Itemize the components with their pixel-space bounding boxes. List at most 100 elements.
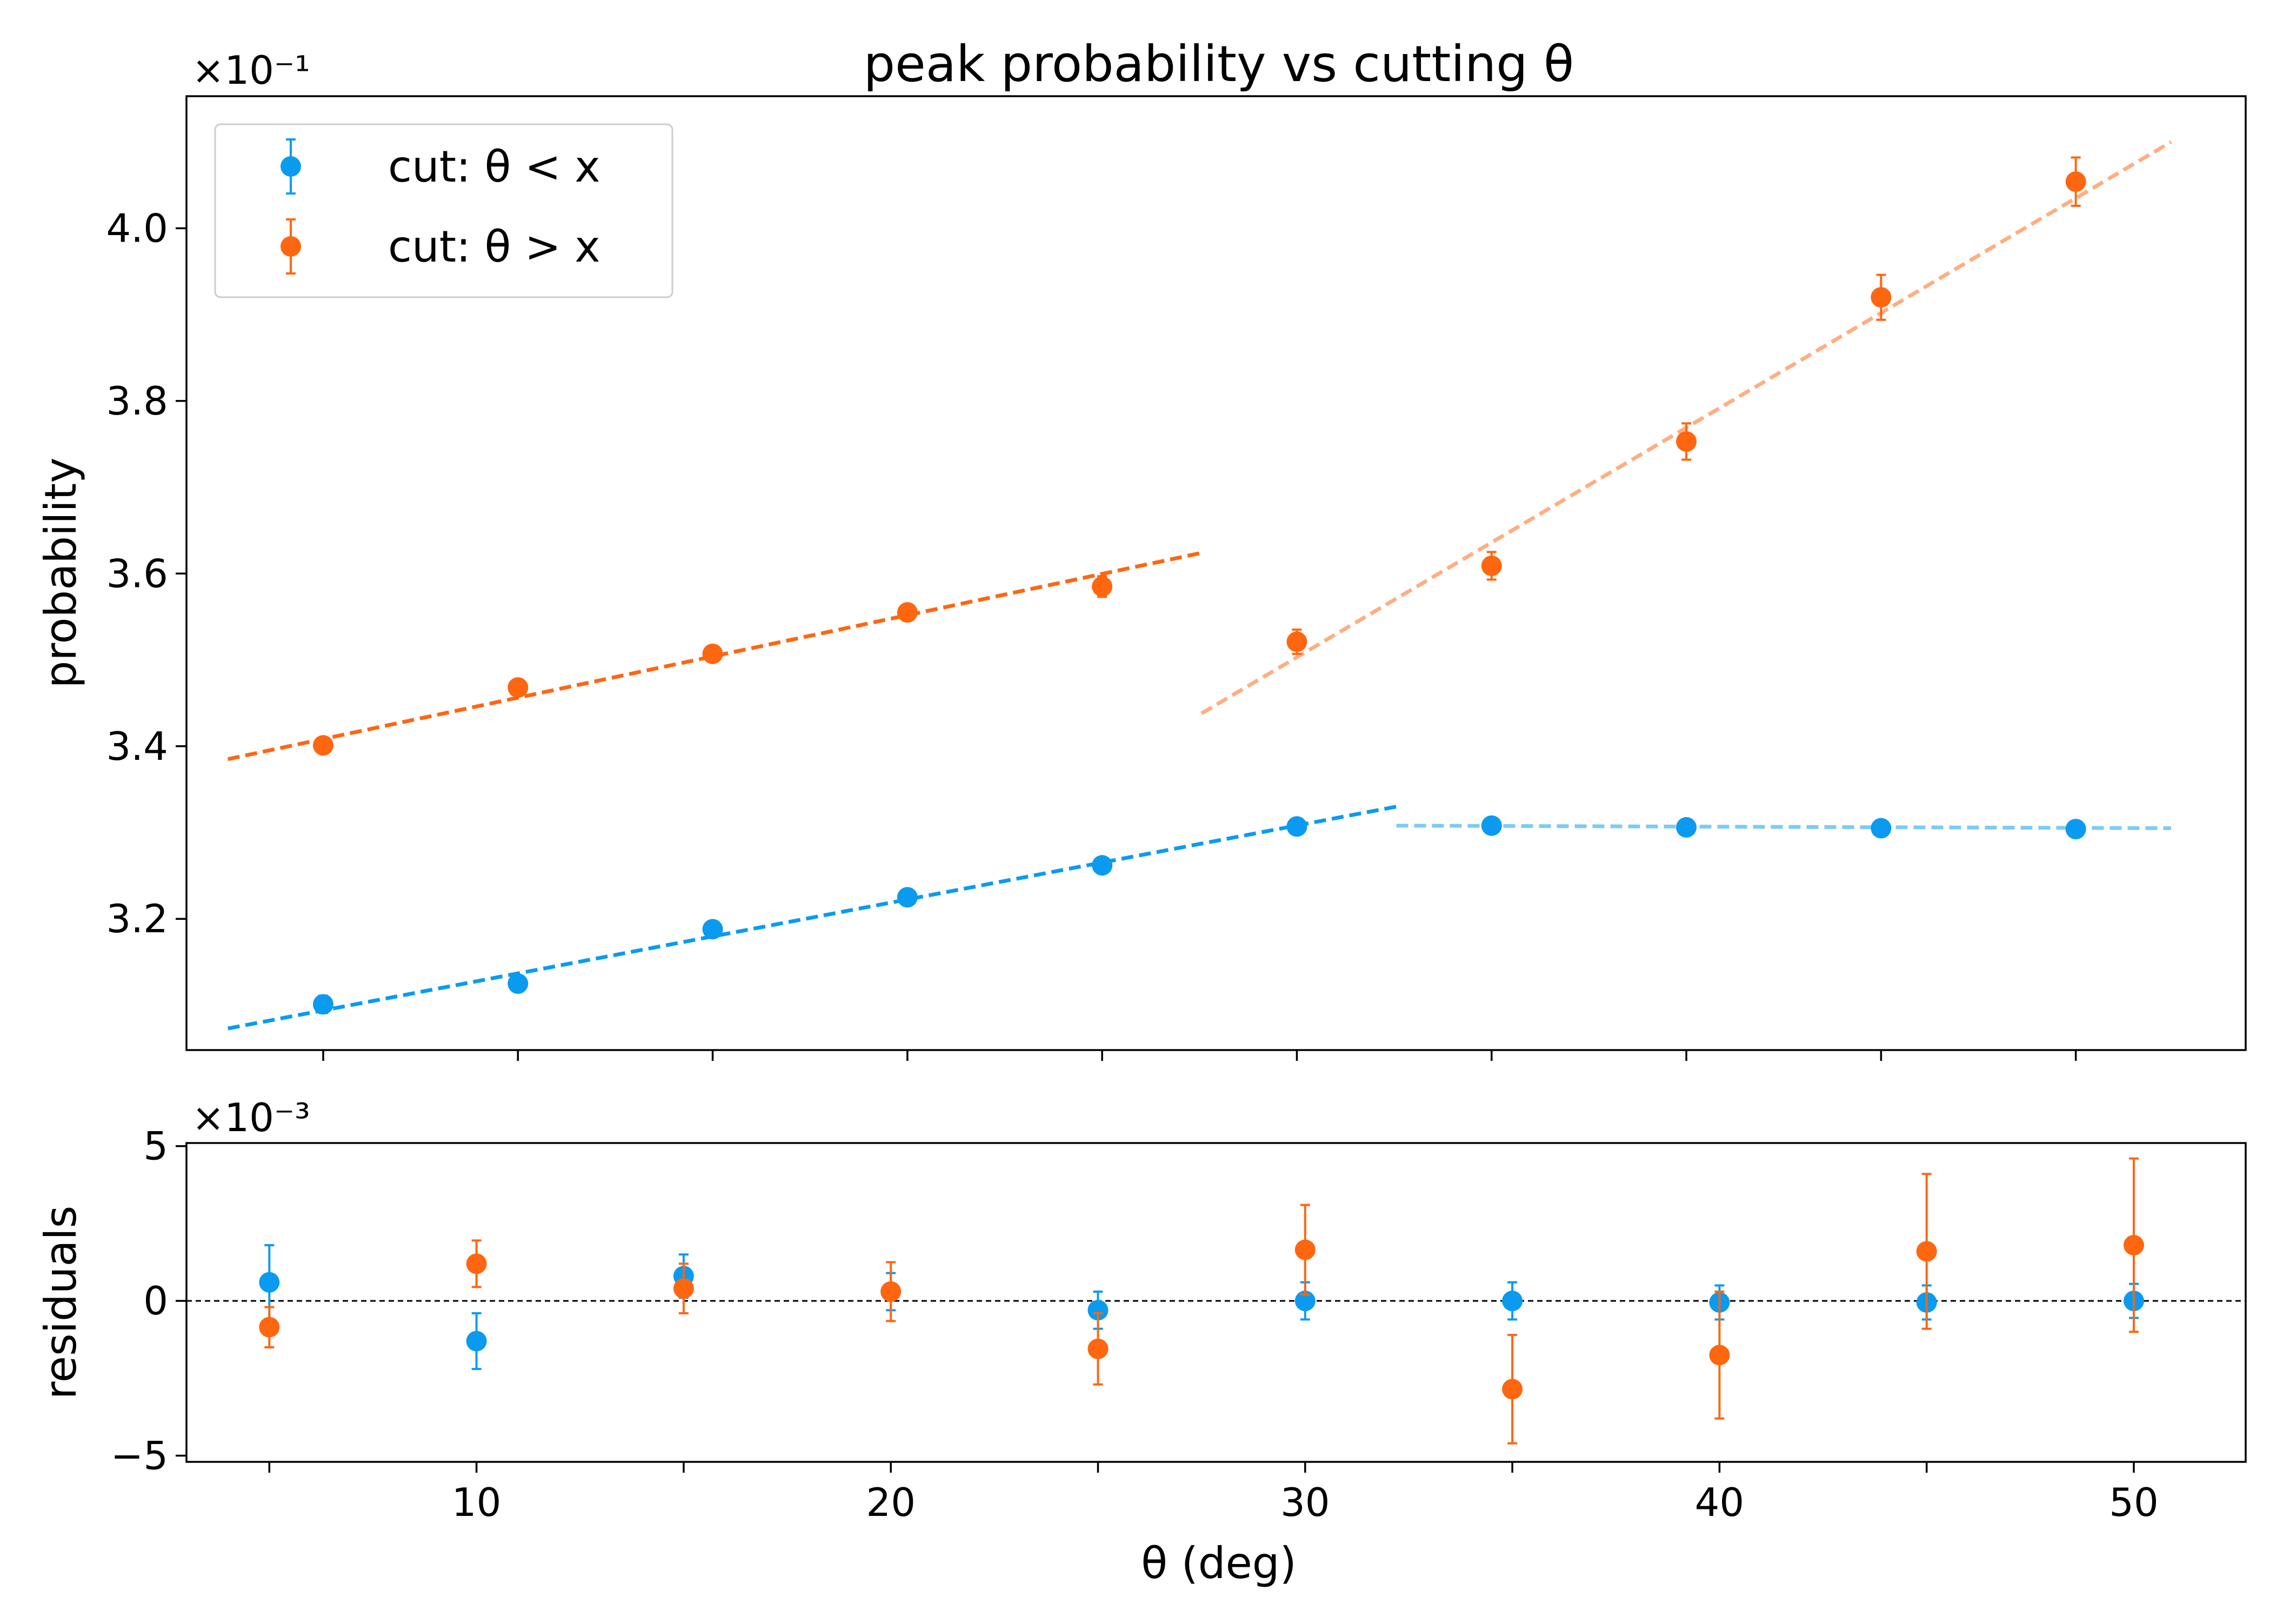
bottom-x-tick-label: 30	[1280, 1480, 1330, 1525]
bottom-y-tick-label: 0	[143, 1278, 168, 1324]
top-above-point	[1092, 575, 1113, 598]
top-below-marker	[1481, 815, 1502, 836]
top-below-point	[508, 973, 529, 994]
top-y-tick-label: 3.8	[106, 378, 168, 424]
bottom-x-ticks: 10 20 30 40 50	[268, 1462, 2159, 1525]
fit-line	[228, 805, 1397, 1031]
top-below-point	[1871, 818, 1892, 839]
bottom-x-tick-label: 50	[2109, 1480, 2159, 1525]
bottom-below-marker	[1087, 1300, 1109, 1321]
top-above-point	[2065, 156, 2086, 207]
top-y-tick-label: 3.2	[106, 896, 168, 941]
bottom-above-point	[259, 1306, 280, 1349]
top-below-point	[1481, 815, 1502, 836]
bottom-below-marker	[466, 1331, 487, 1352]
bottom-above-point	[2124, 1157, 2145, 1333]
top-y-multiplier: ×10⁻¹	[192, 48, 310, 93]
top-below-point	[1676, 817, 1697, 838]
legend-marker	[281, 236, 301, 257]
bottom-above-marker	[466, 1253, 487, 1274]
bottom-above-marker	[1502, 1379, 1523, 1400]
bottom-above-point	[1087, 1312, 1109, 1386]
bottom-x-tick-label: 40	[1695, 1480, 1745, 1525]
top-data-points	[312, 156, 2086, 1015]
top-above-marker	[1676, 431, 1697, 452]
chart-title: peak probability vs cutting θ	[864, 35, 1574, 93]
bottom-above-point	[673, 1262, 694, 1315]
bottom-above-marker	[1087, 1338, 1109, 1359]
top-below-marker	[312, 994, 333, 1015]
bottom-x-tick-label: 20	[866, 1480, 916, 1525]
top-below-marker	[897, 887, 918, 908]
legend-box	[214, 123, 673, 298]
top-y-ticks: 3.2 3.4 3.6 3.8 4.0	[106, 205, 186, 941]
x-axis-label: θ (deg)	[1141, 1538, 1297, 1588]
bottom-above-point	[1916, 1173, 1937, 1330]
top-below-marker	[1286, 816, 1307, 837]
bottom-below-marker	[259, 1272, 280, 1293]
top-above-point	[702, 643, 723, 664]
top-above-point	[312, 735, 333, 756]
top-above-marker	[508, 677, 529, 698]
bottom-above-point	[1294, 1204, 1316, 1296]
bottom-above-marker	[1294, 1239, 1316, 1260]
legend-label: cut: θ > x	[388, 222, 600, 272]
top-below-marker	[2065, 819, 2086, 840]
top-above-marker	[1092, 576, 1113, 597]
top-below-point	[2065, 819, 2086, 840]
top-above-marker	[1286, 631, 1307, 652]
legend-marker	[281, 156, 301, 177]
bottom-above-point	[1709, 1290, 1730, 1420]
bottom-above-marker	[880, 1281, 902, 1302]
bottom-above-marker	[2124, 1235, 2145, 1256]
top-below-point	[1092, 855, 1113, 876]
bottom-above-marker	[259, 1316, 280, 1338]
bottom-axes-frame	[185, 1142, 2247, 1463]
top-below-marker	[1871, 818, 1892, 839]
bottom-above-marker	[673, 1278, 694, 1299]
top-above-point	[508, 677, 529, 698]
top-above-marker	[2065, 171, 2086, 192]
bottom-above-marker	[1709, 1345, 1730, 1366]
top-above-marker	[897, 602, 918, 623]
top-below-point	[897, 887, 918, 908]
fit-line	[1396, 824, 2172, 830]
bottom-y-multiplier: ×10⁻³	[192, 1095, 310, 1140]
legend-label: cut: θ < x	[388, 142, 600, 192]
legend-entry-below: cut: θ < x	[281, 138, 600, 195]
top-below-marker	[702, 919, 723, 940]
bottom-below-point	[1502, 1281, 1523, 1321]
bottom-y-ticks: −5 0 5	[111, 1124, 186, 1479]
top-y-tick-label: 3.4	[106, 724, 168, 769]
legend-entry-above: cut: θ > x	[281, 218, 600, 275]
top-y-axis-label: probability	[36, 458, 86, 689]
bottom-below-point	[466, 1312, 487, 1371]
bottom-x-tick-label: 10	[452, 1480, 502, 1525]
bottom-above-point	[1502, 1334, 1523, 1445]
top-x-ticks	[322, 1050, 2077, 1061]
bottom-above-point	[880, 1261, 902, 1322]
top-above-point	[1286, 629, 1307, 655]
top-above-marker	[1871, 287, 1892, 308]
top-below-point	[1286, 816, 1307, 837]
top-above-marker	[1481, 555, 1502, 576]
top-below-point	[702, 919, 723, 940]
bottom-above-point	[466, 1239, 487, 1288]
legend: cut: θ < x cut: θ > x	[214, 123, 673, 298]
top-below-marker	[508, 973, 529, 994]
bottom-below-marker	[1502, 1291, 1523, 1312]
top-above-point	[1676, 422, 1697, 461]
bottom-y-tick-label: −5	[111, 1433, 168, 1479]
top-below-marker	[1676, 817, 1697, 838]
bottom-above-marker	[1916, 1241, 1937, 1262]
top-above-marker	[702, 643, 723, 664]
bottom-below-marker	[1294, 1291, 1316, 1312]
top-above-point	[1481, 551, 1502, 581]
fit-line	[227, 551, 1202, 761]
bottom-data-points	[259, 1157, 2145, 1445]
top-above-point	[1871, 273, 1892, 321]
bottom-y-tick-label: 5	[143, 1124, 168, 1169]
top-panel: 3.2 3.4 3.6 3.8 4.0 ×10⁻¹ probability	[36, 48, 2247, 1061]
